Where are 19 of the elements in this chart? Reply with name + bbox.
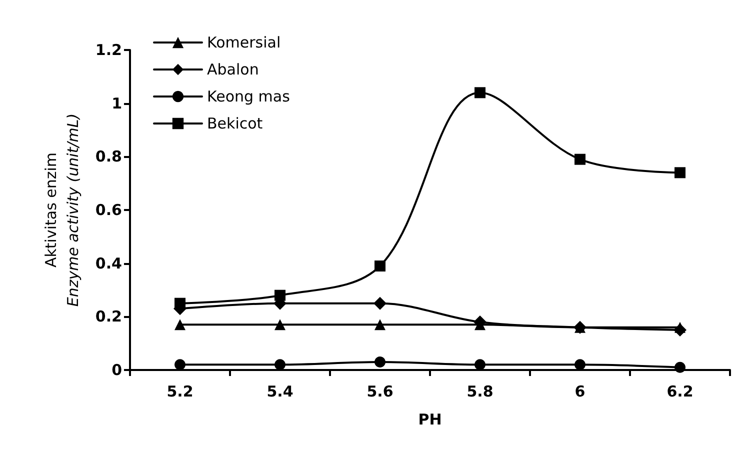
y-tick-label: 0.2: [95, 308, 122, 326]
x-tick-label: 5.4: [266, 382, 294, 400]
x-tick-label: 5.6: [366, 382, 394, 400]
legend-label: Bekicot: [207, 114, 263, 132]
y-tick-label: 0.6: [95, 201, 122, 219]
legend-label: Abalon: [207, 60, 259, 78]
x-tick-label: 5.8: [466, 382, 494, 400]
x-axis-title: PH: [418, 410, 442, 428]
y-tick-label: 1.2: [95, 41, 122, 59]
y-tick-label: 0: [112, 361, 122, 379]
x-tick-label: 5.2: [166, 382, 194, 400]
y-tick-label: 0.8: [95, 148, 122, 166]
x-tick-label: 6.2: [666, 382, 694, 400]
x-tick-label: 6: [574, 382, 586, 400]
legend-label: Komersial: [207, 34, 281, 52]
y-tick-label: 0.4: [95, 254, 122, 272]
y-tick-label: 1: [112, 94, 122, 112]
y-axis-title: Aktivitas enzim Enzyme activity (unit/mL): [42, 113, 82, 307]
legend-label: Keong mas: [207, 88, 290, 106]
